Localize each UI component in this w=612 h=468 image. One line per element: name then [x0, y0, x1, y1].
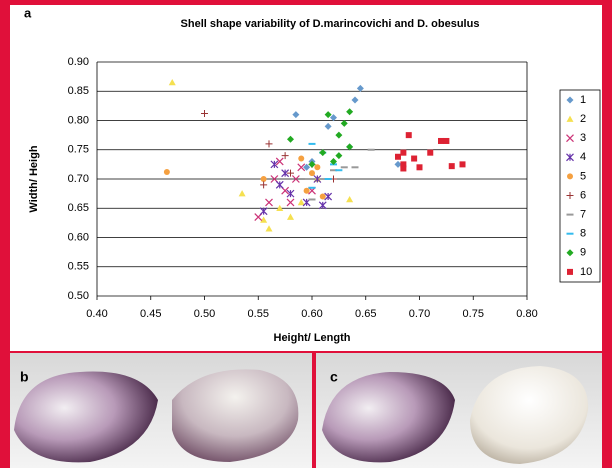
y-tick-label: 0.90 [68, 56, 89, 68]
point [400, 150, 406, 156]
legend-label: 9 [580, 247, 586, 259]
x-tick-label: 0.50 [194, 308, 215, 320]
figure: a b c Shell shape variability of D.marin… [0, 0, 612, 468]
x-tick-label: 0.80 [516, 308, 537, 320]
legend-label: 5 [580, 170, 586, 182]
point [460, 161, 466, 167]
legend-marker [567, 269, 573, 275]
point [427, 150, 433, 156]
y-tick-label: 0.80 [68, 114, 89, 126]
point [261, 176, 267, 182]
y-tick-label: 0.70 [68, 173, 89, 185]
legend-label: 7 [580, 209, 586, 221]
y-tick-label: 0.60 [68, 231, 89, 243]
legend-label: 4 [580, 151, 586, 163]
point [314, 164, 320, 170]
x-axis-label: Height/ Length [274, 332, 351, 344]
point [417, 164, 423, 170]
point [298, 156, 304, 162]
legend-label: 3 [580, 132, 586, 144]
x-tick-label: 0.60 [301, 308, 322, 320]
legend-marker [567, 173, 573, 179]
panel-label: b [20, 369, 29, 385]
y-tick-label: 0.55 [68, 261, 89, 273]
legend-label: 1 [580, 94, 586, 106]
x-tick-label: 0.55 [248, 308, 269, 320]
point [395, 154, 401, 160]
x-tick-label: 0.70 [409, 308, 430, 320]
point [438, 138, 444, 144]
point [400, 165, 406, 171]
point [164, 169, 170, 175]
y-tick-label: 0.65 [68, 202, 89, 214]
legend-label: 10 [580, 266, 592, 278]
point [449, 163, 455, 169]
point [406, 132, 412, 138]
y-tick-label: 0.75 [68, 144, 89, 156]
x-tick-label: 0.45 [140, 308, 161, 320]
legend-label: 8 [580, 228, 586, 240]
y-tick-label: 0.85 [68, 85, 89, 97]
panel-a [10, 5, 602, 351]
y-axis-label: Width/ Heigh [28, 145, 40, 212]
x-tick-label: 0.65 [355, 308, 376, 320]
panel-label: a [24, 5, 32, 20]
legend-label: 2 [580, 113, 586, 125]
legend-label: 6 [580, 189, 586, 201]
point [309, 170, 315, 176]
point [443, 138, 449, 144]
chart-title: Shell shape variability of D.marincovich… [181, 18, 480, 30]
x-tick-label: 0.40 [86, 308, 107, 320]
point [320, 194, 326, 200]
point [411, 156, 417, 162]
panel-label: c [330, 369, 338, 385]
y-tick-label: 0.50 [68, 290, 89, 302]
x-tick-label: 0.75 [463, 308, 484, 320]
